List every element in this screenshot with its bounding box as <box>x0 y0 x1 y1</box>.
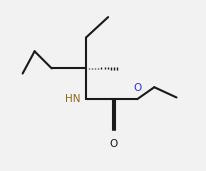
Text: O: O <box>133 83 141 93</box>
Text: HN: HN <box>65 94 81 104</box>
Text: O: O <box>109 139 117 149</box>
